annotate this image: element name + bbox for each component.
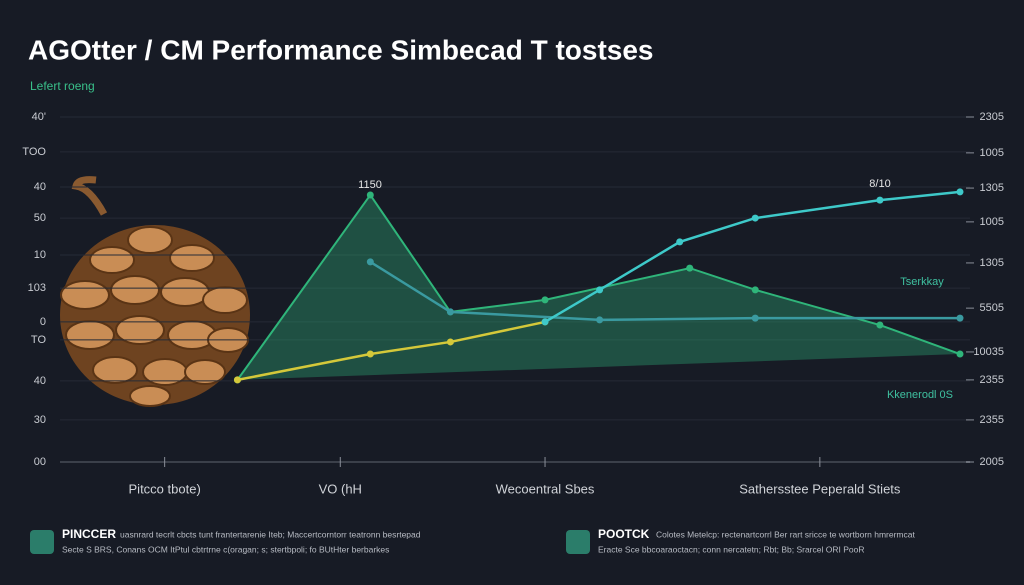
scale [110,275,160,305]
annotation: Tserkkay [900,276,944,288]
y-tick-label: 10 [34,249,46,261]
x-tick-label: Sathersstee Peperald Stiets [739,481,901,496]
annotation: 1150 [358,179,382,191]
scale [60,280,110,310]
point [686,264,694,272]
y-tick-label: 40' [32,111,46,123]
scale [92,356,138,384]
point [956,314,964,322]
y-tick-label: 40 [34,375,46,387]
y-tick-label: 40 [34,181,46,193]
point [446,338,454,346]
point [596,316,604,324]
point [366,258,374,266]
y-tick-label: TO [31,334,47,346]
scale [184,359,226,385]
point [541,318,549,326]
series-area [237,194,960,380]
x-tick-label: Wecoentral Sbes [496,481,595,496]
footer-title: PINCCER [62,527,116,541]
footer-icons [30,530,590,554]
y-tick-label: 103 [28,282,46,294]
cone-scales [60,226,249,407]
y2-tick-label: 2005 [980,456,1004,468]
annotation: 8/10 [869,178,890,190]
point [233,376,241,384]
pine-cone [60,176,250,407]
footer-text: Secte S BRS, Conans OCM ItPtul cbtrtrne … [62,544,389,554]
y2-tick-label: 5505 [980,302,1004,314]
icon [30,530,54,554]
chart-subtitle: Lefert roeng [30,79,95,93]
point [751,286,759,294]
point [751,314,759,322]
y2-tick-label: 1005 [980,147,1004,159]
scale [127,226,173,254]
point [596,286,604,294]
footer-text: uasnrard tecrlt cbcts tunt frantertareni… [120,529,421,539]
chart-title: AGOtter / CM Performance Simbecad T tost… [28,34,654,65]
y-tick-label: 0 [40,316,46,328]
scale [169,244,215,272]
y2-tick-label: 1305 [980,182,1004,194]
y-tick-label: 30 [34,414,46,426]
x-tick-label: VO (hH [319,481,362,496]
scale [115,315,165,345]
footer-title: POOTCK [598,527,650,541]
point [366,191,374,199]
point [446,308,454,316]
y-tick-label: 50 [34,212,46,224]
y2-tick-label: 10035 [973,346,1004,358]
footer-text: Colotes Metelcp: rectenartcorrl Ber rart… [656,529,915,539]
x-tick-label: Pitcco tbote) [129,481,201,496]
point [876,321,884,329]
point [541,296,549,304]
y2-tick-label: 2305 [980,111,1004,123]
point [956,350,964,358]
point [751,214,759,222]
icon [566,530,590,554]
point [676,238,684,246]
y2-tick-label: 2355 [980,414,1004,426]
annotation: Kkenerodl 0S [887,389,953,401]
y-tick-label: TOO [22,146,46,158]
y-tick-label: 00 [34,456,46,468]
footer-text: Eracte Sce bbcoaraoctacn; conn nercatetn… [598,544,864,554]
scale [202,286,248,314]
scale [89,246,135,274]
y2-tick-label: 1305 [980,257,1004,269]
scale [129,385,171,407]
y2-tick-label: 1005 [980,216,1004,228]
scale [160,277,210,307]
cone-stem [71,176,108,216]
series-line [237,320,546,382]
y2-tick-label: 2355 [980,374,1004,386]
point [876,196,884,204]
point [956,188,964,196]
scale [65,320,115,350]
point [366,350,374,358]
series-line [544,190,961,324]
